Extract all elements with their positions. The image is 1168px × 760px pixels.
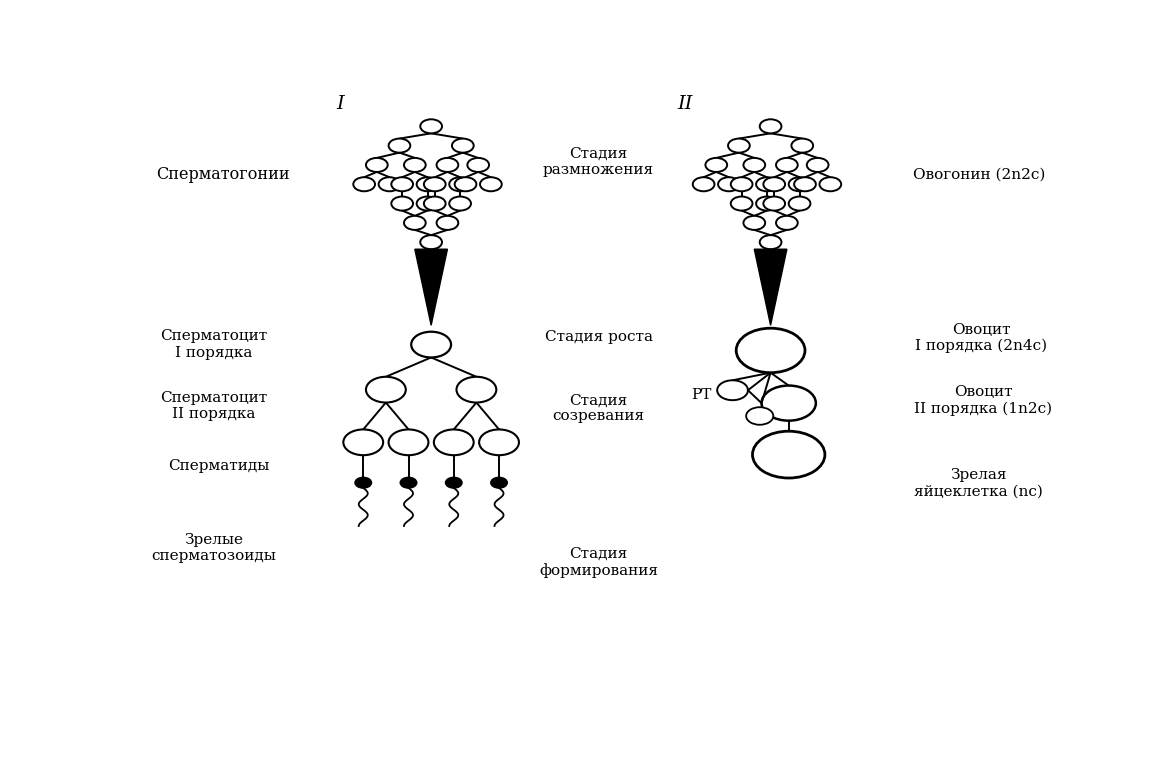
Circle shape: [820, 177, 841, 192]
Circle shape: [756, 197, 778, 211]
Circle shape: [420, 119, 442, 133]
Circle shape: [731, 197, 752, 211]
Circle shape: [391, 197, 413, 211]
Circle shape: [807, 158, 828, 172]
Text: II: II: [676, 95, 693, 113]
Text: Овогонин (2n2c): Овогонин (2n2c): [912, 167, 1045, 182]
Text: Стадия
созревания: Стадия созревания: [552, 393, 645, 423]
Text: Сперматиды: Сперматиды: [168, 459, 269, 473]
Polygon shape: [415, 249, 447, 325]
Circle shape: [752, 431, 825, 478]
Circle shape: [404, 158, 425, 172]
Circle shape: [718, 177, 739, 192]
Circle shape: [788, 177, 811, 192]
Circle shape: [417, 197, 438, 211]
Text: Овоцит
II порядка (1n2c): Овоцит II порядка (1n2c): [915, 385, 1052, 416]
Text: Сперматоцит
I порядка: Сперматоцит I порядка: [160, 330, 267, 359]
Circle shape: [366, 158, 388, 172]
Circle shape: [746, 407, 773, 425]
Text: Зрелая
яйцеклетка (nc): Зрелая яйцеклетка (nc): [915, 468, 1043, 499]
Text: Стадия
размножения: Стадия размножения: [543, 147, 654, 176]
Circle shape: [433, 429, 474, 455]
Circle shape: [411, 331, 451, 357]
Circle shape: [450, 177, 471, 192]
Circle shape: [343, 429, 383, 455]
Circle shape: [705, 158, 728, 172]
Circle shape: [764, 177, 785, 192]
Circle shape: [731, 177, 752, 192]
Circle shape: [450, 197, 471, 211]
Text: Сперматогонии: Сперматогонии: [157, 166, 290, 183]
Text: Стадия
формирования: Стадия формирования: [540, 546, 658, 578]
Text: Зрелые
сперматозоиды: Зрелые сперматозоиды: [152, 533, 277, 562]
Circle shape: [404, 216, 425, 230]
Circle shape: [762, 385, 815, 421]
Circle shape: [420, 235, 442, 249]
Circle shape: [353, 177, 375, 192]
Circle shape: [717, 380, 748, 401]
Text: Овоцит
I порядка (2n4c): Овоцит I порядка (2n4c): [916, 323, 1048, 353]
Circle shape: [756, 177, 778, 192]
Text: Стадия роста: Стадия роста: [544, 330, 653, 344]
Circle shape: [743, 216, 765, 230]
Circle shape: [452, 138, 474, 153]
Text: I: I: [336, 95, 345, 113]
Circle shape: [491, 477, 507, 488]
Circle shape: [391, 177, 413, 192]
Text: Сперматоцит
II порядка: Сперматоцит II порядка: [160, 391, 267, 421]
Polygon shape: [755, 249, 787, 325]
Circle shape: [437, 158, 458, 172]
Circle shape: [788, 197, 811, 211]
Circle shape: [454, 177, 477, 192]
Circle shape: [736, 328, 805, 372]
Circle shape: [437, 216, 458, 230]
Circle shape: [479, 429, 519, 455]
Circle shape: [378, 177, 401, 192]
Circle shape: [794, 177, 815, 192]
Circle shape: [389, 138, 410, 153]
Circle shape: [417, 177, 438, 192]
Circle shape: [457, 377, 496, 403]
Circle shape: [401, 477, 417, 488]
Circle shape: [759, 235, 781, 249]
Circle shape: [467, 158, 489, 172]
Circle shape: [759, 119, 781, 133]
Circle shape: [792, 138, 813, 153]
Circle shape: [764, 197, 785, 211]
Circle shape: [355, 477, 371, 488]
Circle shape: [776, 216, 798, 230]
Circle shape: [366, 377, 405, 403]
Circle shape: [776, 158, 798, 172]
Circle shape: [743, 158, 765, 172]
Circle shape: [693, 177, 715, 192]
Circle shape: [480, 177, 502, 192]
Circle shape: [424, 177, 446, 192]
Circle shape: [389, 429, 429, 455]
Circle shape: [424, 197, 446, 211]
Text: РТ: РТ: [690, 388, 711, 402]
Circle shape: [728, 138, 750, 153]
Circle shape: [446, 477, 461, 488]
